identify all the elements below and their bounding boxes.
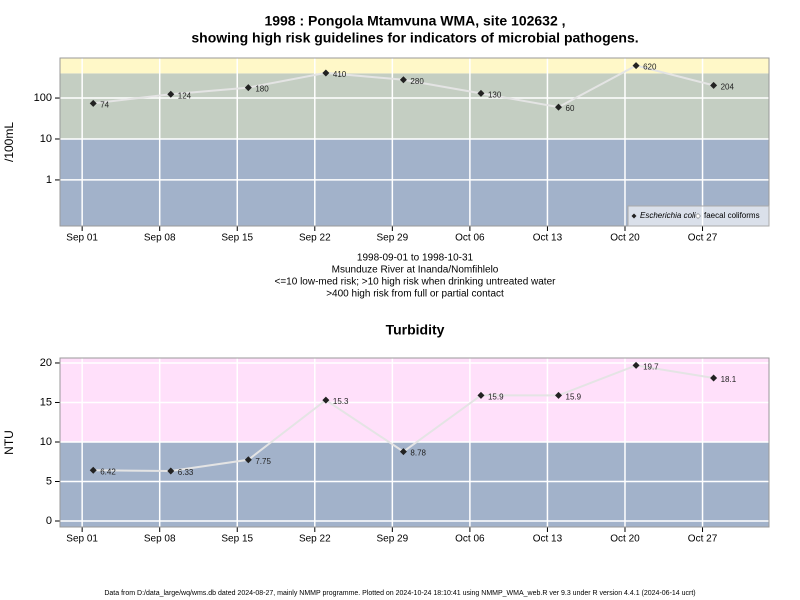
data-point [399, 76, 407, 84]
y-tick-label: 15 [40, 396, 52, 408]
data-point [89, 466, 97, 474]
value-label: 410 [333, 70, 347, 79]
chart-title: 1998 : Pongola Mtamvuna WMA, site 102632… [264, 13, 565, 29]
x-tick-label: Oct 06 [455, 233, 485, 244]
data-point [555, 391, 563, 399]
risk-band [60, 58, 769, 74]
chart-title: Turbidity [386, 322, 445, 338]
data-point [477, 89, 485, 97]
x-tick-label: Sep 08 [144, 534, 176, 545]
x-tick-label: Oct 06 [455, 534, 485, 545]
data-point [244, 456, 252, 464]
data-point [89, 99, 97, 107]
value-label: 60 [566, 104, 575, 113]
x-tick-label: Oct 27 [688, 534, 718, 545]
x-tick-label: Sep 08 [144, 233, 176, 244]
data-point [632, 62, 640, 70]
value-label: 180 [255, 85, 269, 94]
data-point [244, 84, 252, 92]
value-label: 6.33 [178, 468, 194, 477]
value-label: 280 [410, 77, 424, 86]
legend-marker [695, 213, 701, 219]
data-point [710, 81, 718, 89]
x-tick-label: Sep 15 [221, 534, 253, 545]
data-point [399, 448, 407, 456]
legend-marker [631, 213, 637, 219]
y-tick-label: 100 [34, 92, 52, 104]
risk-band [60, 441, 769, 527]
x-tick-label: Sep 01 [66, 233, 98, 244]
data-point [322, 69, 330, 77]
y-tick-label: 10 [40, 133, 52, 145]
data-point [322, 396, 330, 404]
risk-band [60, 358, 769, 442]
x-tick-label: Sep 15 [221, 233, 253, 244]
data-point [477, 391, 485, 399]
y-tick-label: 1 [46, 174, 52, 186]
x-tick-label: Oct 13 [533, 233, 563, 244]
legend-label: faecal coliforms [704, 211, 760, 220]
x-tick-label: Sep 29 [376, 534, 408, 545]
x-tick-label: Oct 20 [610, 233, 640, 244]
data-point [167, 467, 175, 475]
subtitle: <=10 low-med risk; >10 high risk when dr… [275, 277, 557, 288]
x-tick-label: Oct 27 [688, 233, 718, 244]
value-label: 15.9 [566, 392, 582, 401]
footer: Data from D:/data_large/wq/wms.db dated … [104, 590, 695, 597]
value-label: 74 [100, 101, 109, 110]
plot-frame [59, 57, 770, 227]
value-label: 204 [721, 82, 735, 91]
x-tick-label: Oct 13 [533, 534, 563, 545]
y-tick-label: 10 [40, 436, 52, 448]
value-label: 8.78 [410, 449, 426, 458]
x-tick-label: Oct 20 [610, 534, 640, 545]
value-label: 124 [178, 91, 192, 100]
value-label: 130 [488, 90, 502, 99]
x-tick-label: Sep 22 [299, 233, 331, 244]
value-label: 6.42 [100, 467, 116, 476]
y-axis-label: /100mL [2, 122, 16, 162]
risk-band [60, 73, 769, 139]
data-point [632, 361, 640, 369]
legend-label: Escherichia coli [640, 211, 696, 220]
data-point [167, 90, 175, 98]
x-tick-label: Sep 29 [376, 233, 408, 244]
y-axis-label: NTU [2, 430, 16, 455]
value-label: 7.75 [255, 457, 271, 466]
subtitle: 1998-09-01 to 1998-10-31 [357, 253, 474, 264]
value-label: 19.7 [643, 362, 659, 371]
data-point [710, 374, 718, 382]
value-label: 620 [643, 63, 657, 72]
plot-frame [59, 357, 770, 528]
value-label: 18.1 [721, 375, 737, 384]
value-label: 15.9 [488, 392, 504, 401]
subtitle: >400 high risk from full or partial cont… [326, 289, 504, 300]
y-tick-label: 0 [46, 515, 52, 527]
data-point [555, 103, 563, 111]
subtitle: Msunduze River at Inanda/Nomfihlelo [332, 265, 499, 276]
chart-title: showing high risk guidelines for indicat… [191, 30, 638, 46]
value-label: 15.3 [333, 397, 349, 406]
x-tick-label: Sep 22 [299, 534, 331, 545]
y-tick-label: 20 [40, 357, 52, 369]
x-tick-label: Sep 01 [66, 534, 98, 545]
y-tick-label: 5 [46, 475, 52, 487]
